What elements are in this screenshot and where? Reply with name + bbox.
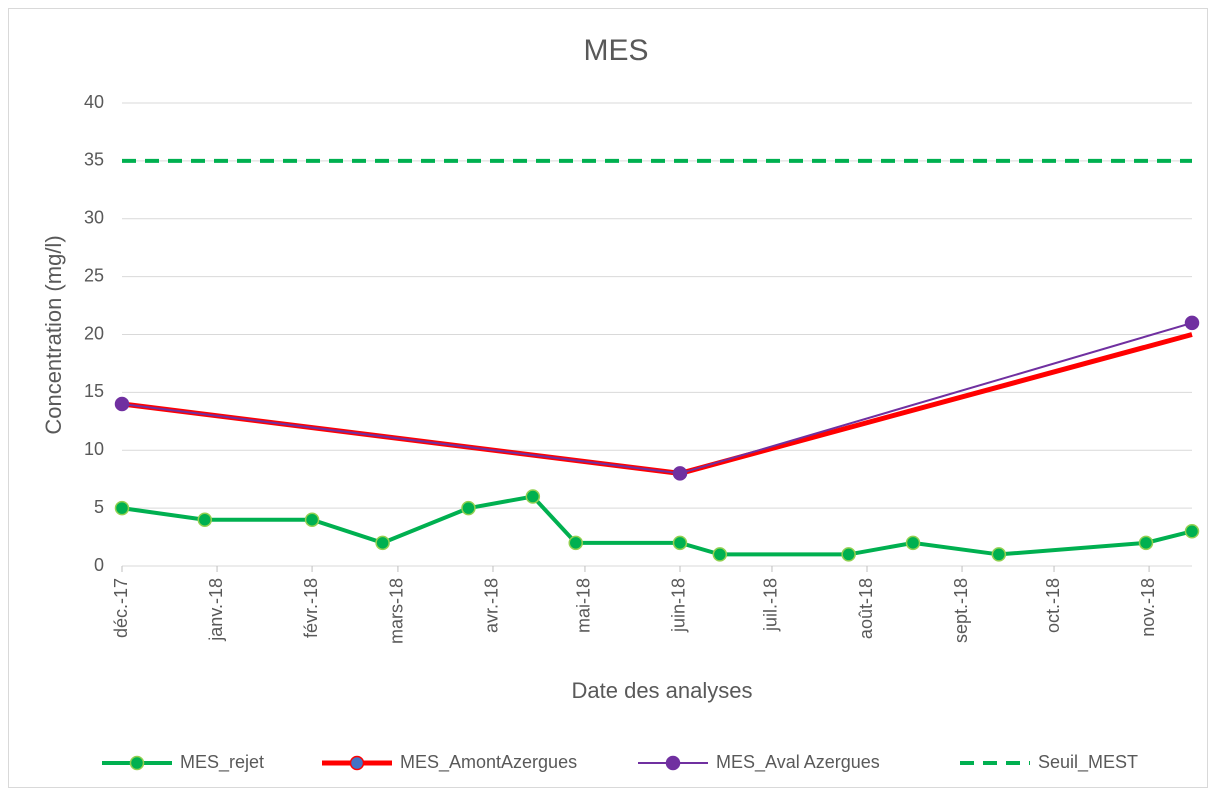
legend-label: MES_rejet [180,752,264,773]
x-tick-label: févr.-18 [301,578,321,638]
x-tick-label: oct.-18 [1043,578,1063,633]
marker [841,547,856,562]
marker [672,466,688,481]
x-tick-label: août-18 [856,578,876,639]
marker [672,535,688,551]
x-tick-label: juil.-18 [761,578,781,632]
x-tick-label: avr.-18 [482,578,502,633]
y-axis-label: Concentration (mg/l) [41,235,66,434]
x-axis-label: Date des analyses [572,678,753,703]
x-tick-label: sept.-18 [951,578,971,643]
marker [1184,524,1200,539]
marker [304,512,320,527]
legend-label: MES_AmontAzergues [400,752,577,773]
x-tick-label: nov.-18 [1138,578,1158,637]
legend-marker [665,755,681,771]
y-tick-label: 20 [84,323,104,343]
y-tick-label: 10 [84,439,104,459]
y-tick-label: 0 [94,555,104,575]
marker [114,500,130,516]
y-tick-label: 35 [84,150,104,170]
y-tick-label: 15 [84,381,104,401]
marker [905,535,921,551]
series-line [121,494,1193,557]
x-tick-label: janv.-18 [206,578,226,642]
marker [1138,535,1154,551]
marker [114,396,130,412]
marker [525,489,541,504]
marker [1184,315,1200,331]
x-tick-label: mars-18 [387,578,407,644]
marker [461,500,476,516]
marker [712,547,728,562]
y-tick-label: 25 [84,265,104,285]
y-tick-label: 5 [94,497,104,517]
chart-title: MES [583,34,648,67]
x-tick-label: mai-18 [574,578,594,633]
legend-marker [349,755,365,771]
legend-label: MES_Aval Azergues [716,752,880,773]
marker [991,547,1007,562]
legend-marker [129,755,145,771]
x-tick-label: déc.-17 [111,578,131,638]
x-tick-label: juin-18 [669,578,689,633]
marker [197,512,213,527]
y-tick-label: 40 [84,92,104,112]
marker [568,535,584,551]
y-tick-label: 30 [84,208,104,228]
chart-frame [8,8,1208,788]
legend-label: Seuil_MEST [1038,752,1138,773]
marker [375,535,390,551]
